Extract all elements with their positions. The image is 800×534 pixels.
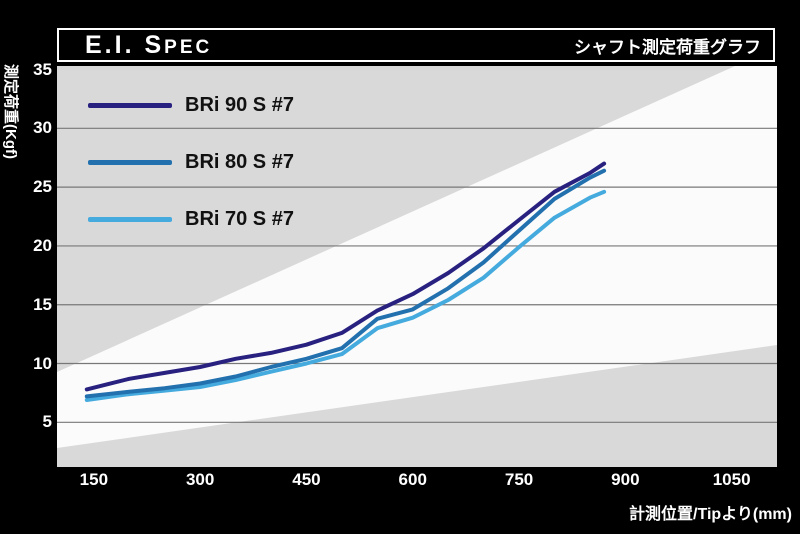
y-tick-label-20: 20 [33, 235, 52, 255]
legend-label: BRi 70 S #7 [185, 208, 294, 230]
x-tick-label-600: 600 [398, 470, 427, 489]
y-tick-label-30: 30 [33, 118, 52, 138]
y-tick-label-5: 5 [42, 412, 52, 432]
legend-line-swatch [88, 216, 172, 222]
legend-line-swatch [88, 102, 172, 108]
series-line-bri-70-s-#7 [84, 189, 607, 402]
legend-item-1: BRi 90 S #7 [88, 93, 294, 117]
x-tick-label-450: 450 [292, 470, 321, 489]
header-bar: E.I. SPEC シャフト測定荷重グラフ [57, 28, 775, 62]
x-tick-label-150: 150 [79, 470, 109, 489]
page-title-main: E.I. S [85, 30, 165, 59]
y-tick-label-35: 35 [33, 59, 52, 79]
y-tick-label-15: 15 [33, 294, 52, 314]
legend-item-3: BRi 70 S #7 [88, 207, 294, 231]
highlight-band [57, 66, 777, 448]
x-tick-label-1050: 1050 [712, 470, 751, 489]
page-title: E.I. SPEC [59, 30, 213, 59]
legend-line-swatch [88, 159, 172, 165]
x-tick-label-750: 750 [504, 470, 534, 489]
x-tick-label-900: 900 [611, 470, 640, 489]
page-title-smallcaps: PEC [164, 36, 213, 58]
series-line-bri-90-s-#7 [84, 161, 607, 392]
y-tick-label-25: 25 [33, 177, 52, 197]
legend-item-2: BRi 80 S #7 [88, 150, 294, 174]
plot-area: BRi 90 S #7 BRi 80 S #7 BRi 70 S #7 [57, 66, 777, 467]
legend-label: BRi 90 S #7 [185, 94, 294, 116]
header-subtitle: シャフト測定荷重グラフ [574, 37, 761, 57]
series-line-bri-80-s-#7 [84, 168, 607, 399]
x-axis-title: 計測位置/Tipより(mm) [629, 506, 792, 523]
x-tick-label-300: 300 [185, 470, 215, 489]
y-tick-label-10: 10 [33, 353, 52, 373]
chart-canvas [57, 66, 777, 448]
legend-label: BRi 80 S #7 [185, 151, 294, 173]
